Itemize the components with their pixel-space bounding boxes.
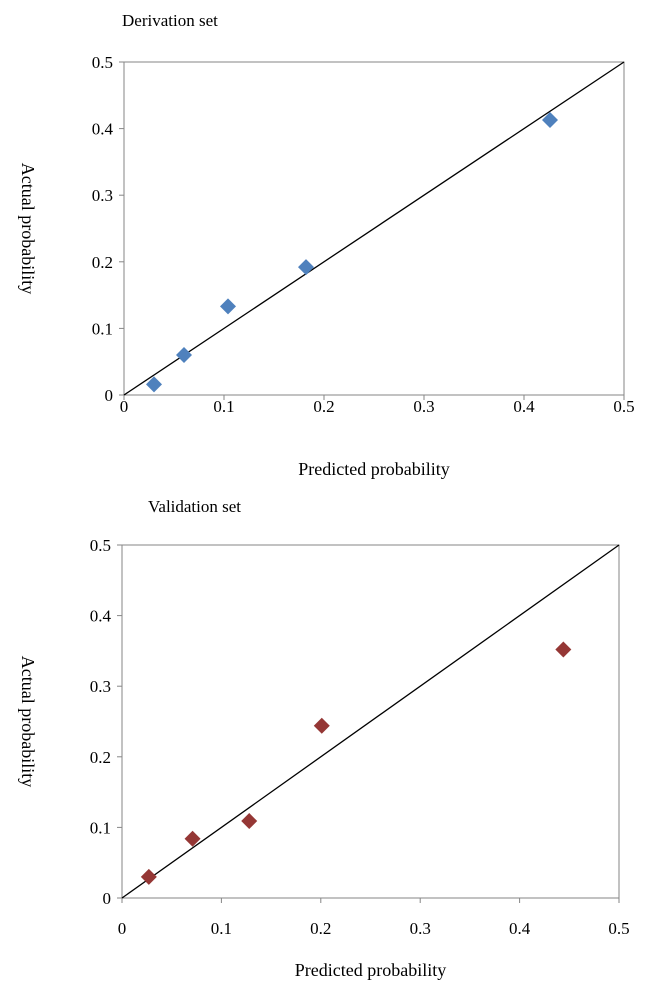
x-tick-label: 0.1: [213, 397, 234, 416]
reference-line: [123, 61, 625, 396]
y-tick-label: 0.5: [92, 53, 113, 72]
y-tick-label: 0.4: [92, 120, 114, 139]
y-tick-label: 0: [103, 889, 112, 908]
y-axis-label: Actual probability: [18, 656, 38, 787]
data-point: [176, 347, 192, 364]
data-point: [146, 376, 162, 393]
y-axis-label: Actual probability: [18, 163, 38, 294]
data-point: [313, 717, 330, 734]
y-tick-label: 0: [105, 386, 114, 405]
x-tick-label: 0.5: [608, 919, 629, 938]
x-tick-label: 0.1: [211, 919, 232, 938]
y-tick-label: 0.4: [90, 607, 112, 626]
y-tick-label: 0.1: [92, 319, 113, 338]
x-tick-label: 0.2: [310, 919, 331, 938]
chart-panel-2: Validation set 0 0.1 0.2 0.3 0.4 0.5 0 0.1 0.2 0.3…: [18, 497, 630, 980]
y-tick-label: 0.3: [92, 186, 113, 205]
x-tick-label: 0.2: [313, 397, 334, 416]
chart-title: Validation set: [148, 497, 241, 516]
data-point: [542, 111, 558, 128]
y-tick-label: 0.2: [92, 253, 113, 272]
reference-line: [121, 544, 620, 899]
x-tick-label: 0.5: [613, 397, 634, 416]
y-tick-label: 0.2: [90, 748, 111, 767]
x-tick-label: 0: [120, 397, 129, 416]
x-tick-label: 0: [118, 919, 127, 938]
x-axis-label: Predicted probability: [295, 960, 446, 980]
x-tick-label: 0.3: [413, 397, 434, 416]
data-point: [184, 830, 201, 847]
data-point: [298, 259, 314, 276]
chart-panel-1: Derivation set 0 0.1 0.2 0.3 0.4 0.5 0 0.1 0.2 0.3…: [18, 11, 635, 479]
x-tick-label: 0.4: [509, 919, 531, 938]
x-axis-label: Predicted probability: [298, 459, 449, 479]
y-tick-label: 0.1: [90, 818, 111, 837]
data-point: [555, 641, 572, 658]
plot-area-border: [123, 61, 625, 396]
data-point: [241, 813, 258, 830]
chart-title: Derivation set: [122, 11, 218, 30]
y-tick-label: 0.5: [90, 536, 111, 555]
data-point: [140, 868, 157, 885]
plot-area-border: [121, 544, 620, 899]
x-tick-label: 0.3: [410, 919, 431, 938]
x-tick-label: 0.4: [513, 397, 535, 416]
data-point: [220, 298, 236, 315]
y-tick-label: 0.3: [90, 677, 111, 696]
